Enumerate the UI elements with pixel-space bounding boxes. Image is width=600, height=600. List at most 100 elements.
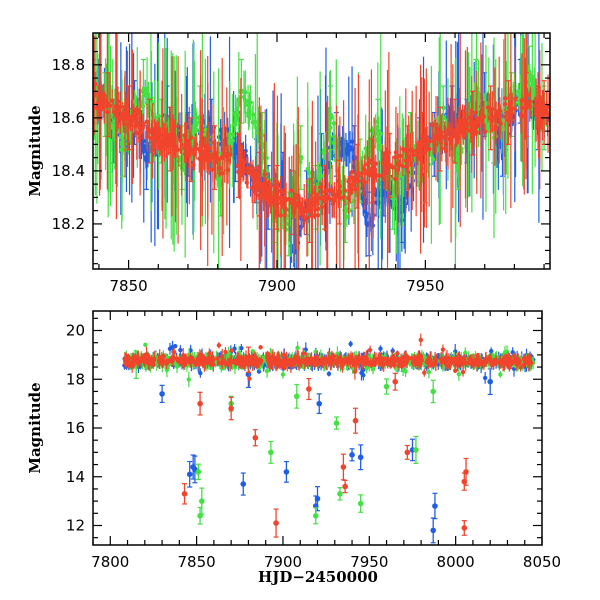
data-point	[456, 121, 462, 126]
data-point	[227, 139, 232, 144]
data-point	[426, 369, 432, 375]
data-point	[278, 200, 284, 206]
data-point	[386, 162, 393, 169]
series-blue	[122, 340, 536, 544]
data-point	[152, 134, 157, 140]
data-point	[132, 100, 137, 105]
data-point	[266, 196, 271, 202]
data-point	[362, 180, 367, 185]
data-point	[408, 147, 413, 153]
data-point	[194, 127, 200, 133]
data-point	[359, 171, 365, 176]
data-point	[482, 375, 488, 381]
data-point	[167, 136, 173, 142]
data-point	[327, 115, 334, 121]
data-point	[175, 147, 181, 153]
data-point	[449, 115, 455, 121]
top-ticks	[93, 33, 550, 269]
data-point	[217, 165, 223, 171]
data-point	[426, 162, 431, 167]
data-point	[432, 503, 438, 509]
data-point	[173, 144, 178, 149]
data-point	[184, 141, 189, 147]
data-point	[241, 94, 247, 100]
data-point	[202, 156, 207, 162]
data-point	[399, 174, 405, 179]
data-point	[519, 114, 524, 119]
data-point	[319, 204, 325, 210]
data-point	[240, 169, 246, 174]
data-point	[182, 146, 187, 151]
data-point	[452, 128, 458, 134]
data-point	[422, 168, 429, 174]
data-point	[239, 345, 244, 351]
data-point	[178, 137, 183, 142]
data-point	[481, 114, 487, 119]
data-point	[449, 134, 455, 140]
data-point	[497, 115, 502, 121]
data-point	[222, 151, 227, 156]
data-point	[249, 185, 255, 191]
data-point	[97, 94, 102, 100]
data-point	[331, 121, 337, 126]
data-point	[278, 213, 284, 218]
data-point	[437, 136, 444, 142]
data-point	[512, 84, 517, 89]
data-point	[157, 139, 163, 144]
data-point	[204, 143, 210, 148]
data-point	[156, 113, 161, 119]
data-point	[346, 179, 351, 184]
data-point	[283, 469, 290, 475]
y-tick-label: 18.8	[52, 56, 85, 74]
data-point	[191, 162, 196, 168]
data-point	[316, 195, 322, 200]
data-point	[122, 122, 128, 127]
data-point	[297, 154, 304, 161]
series-red	[93, 33, 550, 269]
data-point	[339, 153, 344, 158]
data-point	[307, 170, 312, 175]
data-point	[373, 161, 378, 166]
data-point	[219, 154, 225, 160]
data-point	[315, 212, 321, 218]
data-point	[403, 369, 408, 374]
data-point	[109, 98, 115, 103]
data-point	[363, 146, 368, 151]
data-point	[114, 113, 119, 118]
data-point	[400, 147, 406, 152]
top-x-tick-labels: 7850 7900 7950	[110, 277, 445, 295]
data-point	[291, 247, 298, 254]
data-point	[329, 189, 335, 194]
data-point	[205, 149, 211, 154]
data-point	[140, 88, 147, 95]
data-point	[375, 128, 381, 134]
top-frame	[92, 32, 551, 270]
data-point	[247, 166, 253, 172]
data-point	[326, 371, 332, 377]
data-point	[225, 167, 231, 173]
top-plot-area	[93, 33, 550, 269]
data-point	[487, 378, 493, 385]
data-point	[149, 135, 154, 141]
data-point	[261, 184, 267, 189]
data-point	[357, 454, 364, 461]
data-point	[119, 141, 126, 148]
data-point	[470, 120, 476, 126]
data-point	[267, 185, 272, 191]
bottom-plot-area	[122, 333, 536, 544]
data-point	[193, 142, 199, 147]
data-point	[528, 99, 533, 105]
data-point	[430, 157, 436, 162]
data-point	[398, 153, 403, 159]
data-point	[415, 147, 420, 153]
data-point	[312, 200, 317, 205]
data-point	[487, 115, 494, 121]
data-point	[314, 495, 321, 502]
data-point	[188, 146, 194, 153]
data-point	[316, 400, 323, 407]
data-point	[476, 119, 481, 125]
data-point	[419, 141, 426, 148]
data-point	[158, 132, 163, 138]
data-point	[232, 146, 239, 153]
